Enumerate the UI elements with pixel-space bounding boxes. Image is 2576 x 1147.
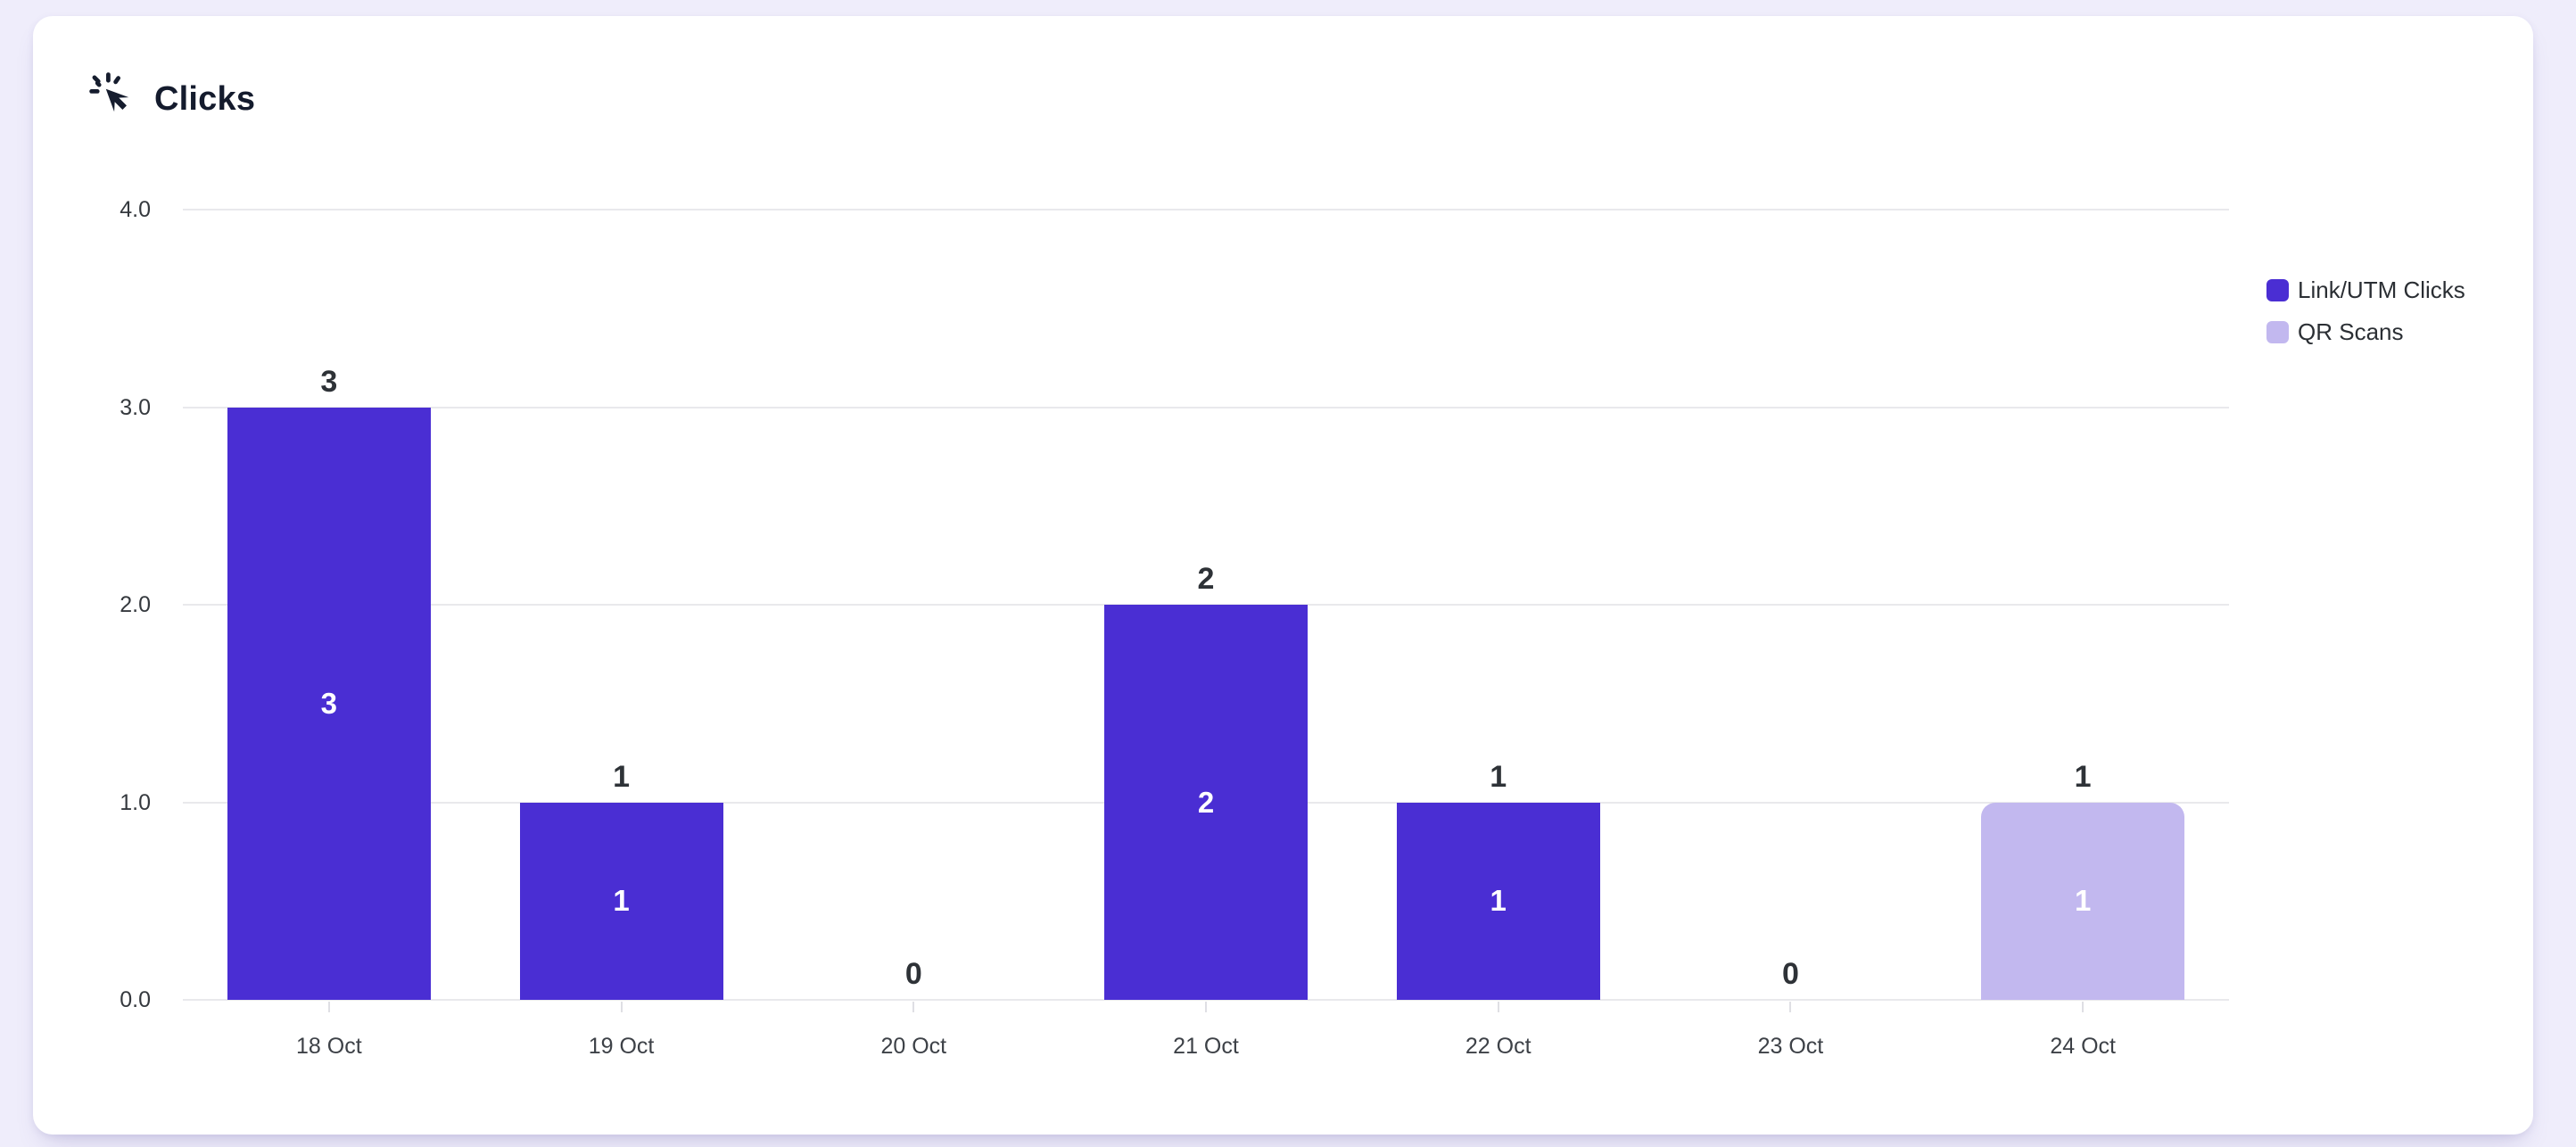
bar-total-label-19-oct: 1 [613,759,631,794]
bar-total-label-24-oct: 1 [2074,759,2092,794]
bar-total-label-21-oct: 2 [1197,562,1215,596]
x-axis-tick-21-oct [1205,1002,1207,1012]
x-axis-label-23-oct: 23 Oct [1757,1034,1824,1059]
bar-segment-qr-scans-24-oct[interactable] [1981,802,2185,1000]
x-axis-label-22-oct: 22 Oct [1465,1034,1532,1059]
x-axis-tick-18-oct [327,1002,330,1012]
bar-total-label-20-oct: 0 [904,957,922,991]
gridline-3.0 [183,406,2229,408]
x-axis-tick-24-oct [2082,1002,2085,1012]
y-axis-label-0.0: 0.0 [120,987,151,1012]
legend-label-link-utm-clicks: Link/UTM Clicks [2298,276,2465,303]
x-axis-label-24-oct: 24 Oct [2050,1034,2116,1059]
x-axis-label-21-oct: 21 Oct [1173,1034,1239,1059]
y-axis-label-2.0: 2.0 [120,592,151,617]
bar-value-label-19-oct: 1 [613,884,630,918]
cursor-click-icon [88,71,138,121]
bar-segment-link-utm-clicks-18-oct[interactable] [227,407,431,1000]
x-axis-tick-22-oct [1497,1002,1499,1012]
legend-swatch-qr-scans [2266,320,2289,343]
legend-item-qr-scans[interactable]: QR Scans [2266,318,2465,346]
clicks-bar-chart: 0.0 1.0 2.0 3.0 4.0 18 Oct 3 3 19 Oct 1 1 20 Oct 0 21… [33,16,2533,1135]
x-axis-tick-19-oct [620,1002,623,1012]
bar-value-label-18-oct: 3 [320,686,338,720]
bar-total-label-23-oct: 0 [1781,957,1799,991]
clicks-card: Clicks 0.0 1.0 2.0 3.0 4.0 18 Oct 3 3 19 Oct 1 1 20… [33,16,2533,1135]
bar-segment-link-utm-clicks-19-oct[interactable] [519,802,723,1000]
gridline-4.0 [183,209,2229,210]
bar-total-label-18-oct: 3 [320,364,338,399]
y-axis-label-4.0: 4.0 [120,197,151,222]
bar-segment-link-utm-clicks-21-oct[interactable] [1104,605,1308,1000]
bar-value-label-22-oct: 1 [1490,884,1507,918]
legend-swatch-link-utm-clicks [2266,278,2289,301]
bar-segment-link-utm-clicks-22-oct[interactable] [1396,802,1600,1000]
bar-value-label-21-oct: 2 [1197,785,1215,819]
x-axis-label-20-oct: 20 Oct [880,1034,947,1059]
x-axis-tick-20-oct [912,1002,915,1012]
legend-label-qr-scans: QR Scans [2298,318,2404,345]
gridline-0.0 [183,999,2229,1001]
bar-total-label-22-oct: 1 [1490,759,1507,794]
x-axis-label-18-oct: 18 Oct [296,1034,362,1059]
x-axis-label-19-oct: 19 Oct [588,1034,655,1059]
chart-legend: Link/UTM Clicks QR Scans [2266,276,2465,346]
card-title: Clicks [154,80,256,118]
y-axis-label-3.0: 3.0 [120,394,151,420]
bar-value-label-24-oct: 1 [2074,884,2092,918]
x-axis-tick-23-oct [1789,1002,1792,1012]
y-axis-label-1.0: 1.0 [120,789,151,815]
legend-item-link-utm-clicks[interactable]: Link/UTM Clicks [2266,276,2465,304]
